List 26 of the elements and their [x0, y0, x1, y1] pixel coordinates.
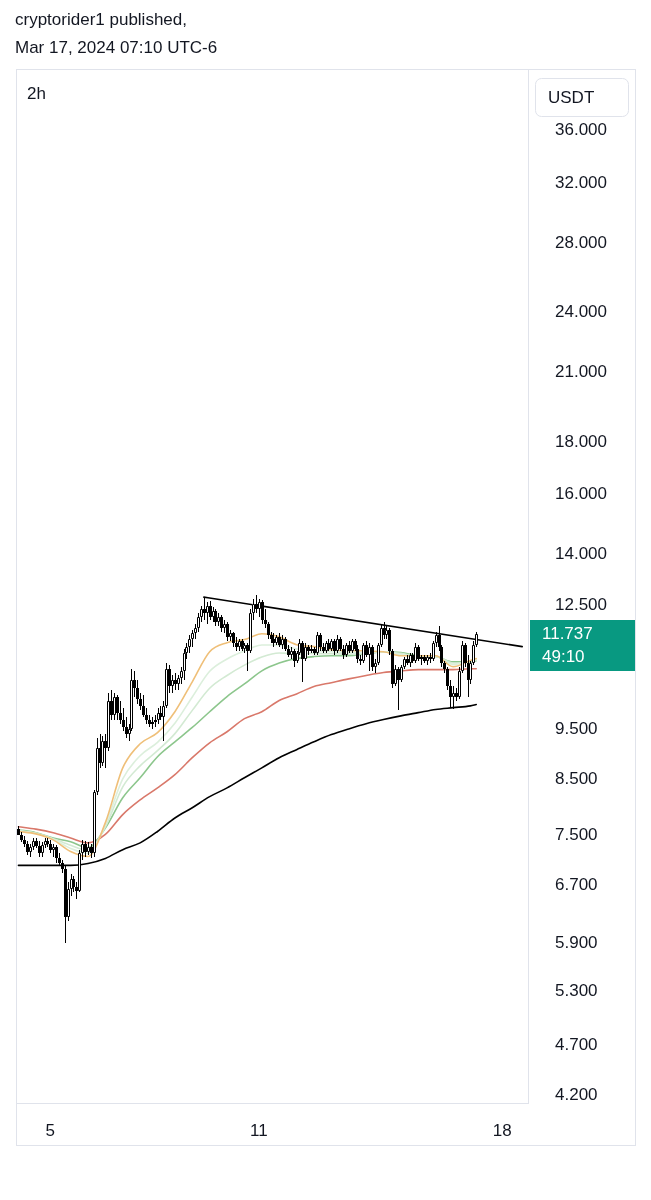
y-tick-label: 36.000 — [555, 120, 607, 140]
y-tick-label: 32.000 — [555, 173, 607, 193]
y-tick-label: 14.000 — [555, 544, 607, 564]
y-tick-label: 24.000 — [555, 302, 607, 322]
y-tick-label: 8.500 — [555, 768, 598, 788]
y-tick-label: 28.000 — [555, 233, 607, 253]
y-tick-label: 5.300 — [555, 980, 598, 1000]
y-tick-label: 4.200 — [555, 1085, 598, 1105]
y-tick-label: 9.500 — [555, 718, 598, 738]
text: 49:10 — [542, 646, 585, 666]
y-tick-label: 18.000 — [555, 431, 607, 451]
y-tick-label: 12.500 — [555, 595, 607, 615]
y-tick-label: 4.700 — [555, 1034, 598, 1054]
x-tick-label: 18 — [492, 1120, 512, 1140]
chart-subtitle: Mar 17, 2024 07:10 UTC-6 — [15, 37, 218, 59]
y-tick-label: 7.500 — [555, 824, 598, 844]
x-tick-label: 5 — [45, 1120, 56, 1140]
y-tick-label: 21.000 — [555, 362, 607, 382]
chart-title: cryptorider1 published, — [15, 9, 188, 31]
annotation: 2h — [27, 83, 46, 103]
y-tick-label: 16.000 — [555, 484, 607, 504]
text: 11.737 — [542, 623, 593, 643]
y-axis-title: USDT — [548, 87, 595, 107]
x-tick-label: 11 — [250, 1120, 268, 1140]
y-tick-label: 5.900 — [555, 932, 598, 952]
y-tick-label: 6.700 — [555, 875, 598, 895]
